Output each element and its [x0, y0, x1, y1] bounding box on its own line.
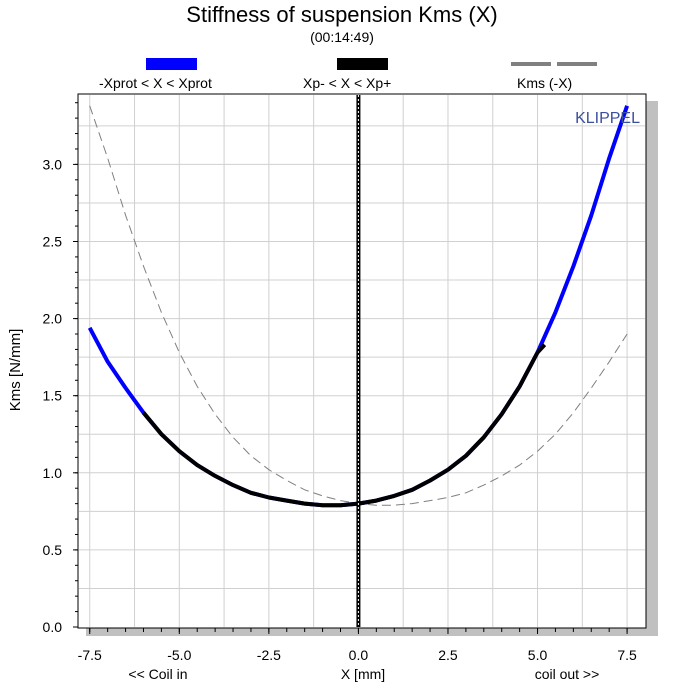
x-tick-label: 2.5: [438, 647, 458, 663]
y-tick-label: 0.5: [43, 542, 63, 558]
x-tick-label: 0.0: [349, 647, 369, 663]
x-tick-label: 5.0: [528, 647, 548, 663]
legend-swatch-blue: [146, 58, 197, 70]
series-xp-range: [141, 343, 547, 508]
ticks: 0.0 0.5 1.0 1.5 2.0 2.5 3.0 -7.5 -5.0 -2.5 0.0 2.5 5…: [43, 102, 637, 663]
x-annotation-coil-out: coil out >>: [535, 666, 600, 682]
y-tick-label: 3.0: [43, 156, 63, 172]
y-axis-label: Kms [N/mm]: [7, 329, 24, 412]
x-tick-label: 7.5: [617, 647, 637, 663]
legend-swatch-black: [337, 58, 388, 70]
x-tick-label: -2.5: [257, 647, 281, 663]
chart-title: Stiffness of suspension Kms (X): [186, 2, 498, 27]
x-axis-label: X [mm]: [341, 666, 385, 682]
y-tick-label: 1.5: [43, 388, 63, 404]
legend-swatch-gray-dashed: [511, 62, 597, 66]
legend-label-gray: Kms (-X): [517, 75, 573, 91]
chart-subtitle: (00:14:49): [310, 29, 374, 45]
y-tick-label: 1.0: [43, 465, 63, 481]
y-tick-label: 0.0: [43, 619, 63, 635]
x-annotation-coil-in: << Coil in: [128, 666, 187, 682]
plot-area: [77, 93, 647, 629]
x-tick-label: -5.0: [167, 647, 191, 663]
series: [87, 95, 629, 627]
x-tick-label: -7.5: [78, 647, 102, 663]
legend-label-blue: -Xprot < X < Xprot: [99, 75, 212, 91]
legend-label-black: Xp- < X < Xp+: [303, 75, 392, 91]
y-tick-label: 2.0: [43, 311, 63, 327]
y-tick-label: 2.5: [43, 233, 63, 249]
klippel-watermark: KLIPPEL: [575, 110, 640, 127]
